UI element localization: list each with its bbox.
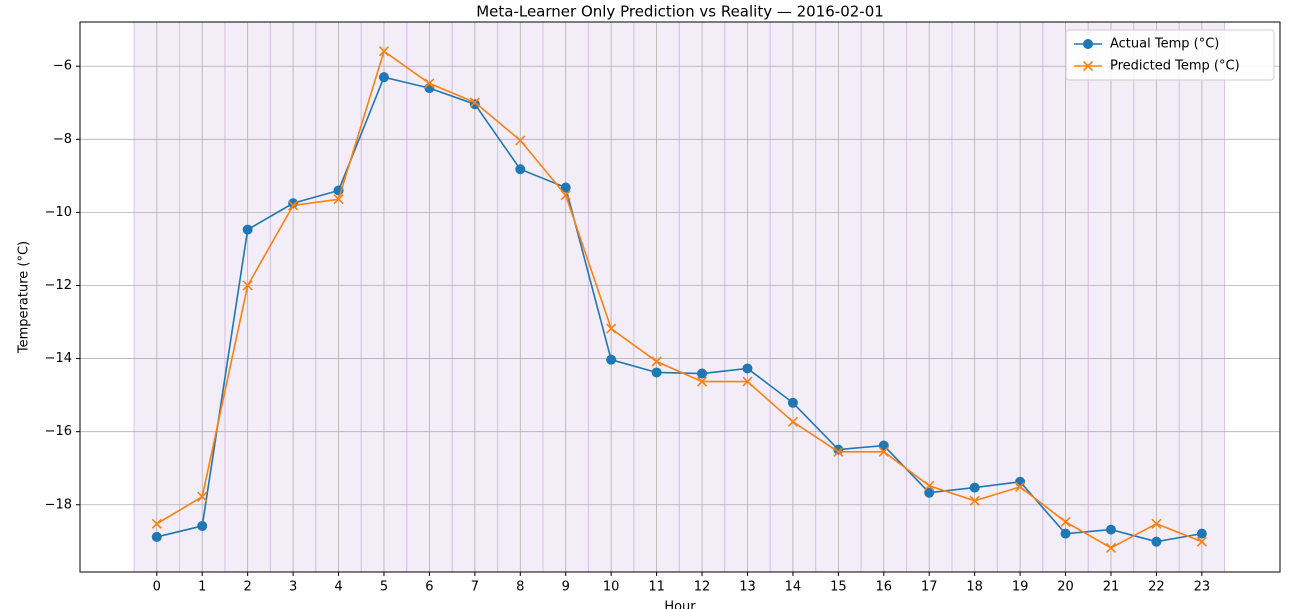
point xyxy=(378,72,389,83)
y-tick-label: −10 xyxy=(45,205,72,220)
point xyxy=(1105,542,1117,553)
point xyxy=(1105,524,1116,535)
point xyxy=(378,46,390,57)
point xyxy=(787,397,798,408)
point xyxy=(288,200,299,211)
x-tick-label: 11 xyxy=(648,580,665,595)
point xyxy=(515,135,526,146)
x-tick-label: 8 xyxy=(516,580,524,595)
x-tick-label: 7 xyxy=(471,580,479,595)
x-tick-label: 5 xyxy=(380,580,388,595)
x-tick-label: 12 xyxy=(694,580,711,595)
series-line xyxy=(156,49,1203,549)
y-axis-label: Temperature (°C) xyxy=(17,241,32,354)
x-tick-label: 21 xyxy=(1103,580,1120,595)
y-tick-label: −8 xyxy=(53,132,72,147)
x-tick-label: 2 xyxy=(244,580,252,595)
point xyxy=(833,446,844,457)
chart-title: Meta-Learner Only Prediction vs Reality … xyxy=(476,3,884,21)
point xyxy=(787,416,798,427)
point xyxy=(1060,528,1071,539)
x-tick-label: 19 xyxy=(1012,580,1029,595)
point xyxy=(651,356,662,367)
point xyxy=(969,495,980,506)
point xyxy=(560,182,571,193)
point xyxy=(878,446,889,457)
plot-frame xyxy=(79,21,1281,573)
point xyxy=(197,491,208,502)
x-axis-label: Hour xyxy=(664,600,696,609)
x-tick-label: 18 xyxy=(966,580,983,595)
y-tick-label: −6 xyxy=(53,59,72,74)
legend-marker xyxy=(1083,39,1093,49)
x-tick-label: 16 xyxy=(876,580,893,595)
y-tick-label: −14 xyxy=(45,351,72,366)
point xyxy=(651,367,662,378)
point xyxy=(1151,536,1162,547)
point xyxy=(924,480,935,491)
point xyxy=(606,354,617,365)
x-tick-label: 17 xyxy=(921,580,938,595)
point xyxy=(1196,536,1207,547)
point xyxy=(742,363,753,374)
legend: Actual Temp (°C) Predicted Temp (°C) xyxy=(1065,29,1275,81)
x-tick-label: 13 xyxy=(739,580,756,595)
point xyxy=(560,190,571,201)
x-tick-label: 9 xyxy=(562,580,570,595)
legend-label: Predicted Temp (°C) xyxy=(1110,59,1240,74)
legend-marker xyxy=(1082,60,1094,72)
x-tick-label: 15 xyxy=(830,580,847,595)
legend-label: Actual Temp (°C) xyxy=(1110,37,1219,52)
x-tick-label: 10 xyxy=(603,580,620,595)
x-tick-label: 20 xyxy=(1057,580,1074,595)
point xyxy=(924,487,935,498)
x-tick-label: 4 xyxy=(334,580,342,595)
x-tick-label: 1 xyxy=(198,580,206,595)
x-tick-label: 23 xyxy=(1194,580,1211,595)
point xyxy=(742,376,753,387)
point xyxy=(515,164,526,175)
series-line xyxy=(156,76,1202,543)
point xyxy=(151,518,162,529)
point xyxy=(333,194,344,205)
y-tick-label: −18 xyxy=(45,497,72,512)
y-tick-label: −16 xyxy=(45,424,72,439)
x-tick-label: 14 xyxy=(785,580,802,595)
point xyxy=(151,531,162,542)
point xyxy=(1015,476,1026,487)
point xyxy=(878,440,889,451)
x-tick-label: 22 xyxy=(1148,580,1165,595)
point xyxy=(1060,516,1071,527)
point xyxy=(1151,518,1162,529)
x-tick-label: 6 xyxy=(425,580,433,595)
point xyxy=(424,78,435,89)
legend-box xyxy=(1065,29,1275,81)
point xyxy=(1015,481,1026,492)
point xyxy=(969,482,980,493)
point xyxy=(197,520,208,531)
x-tick-label: 0 xyxy=(153,580,161,595)
point xyxy=(697,368,708,379)
x-tick-label: 3 xyxy=(289,580,297,595)
point xyxy=(1196,528,1207,539)
point xyxy=(469,97,480,108)
y-tick-label: −12 xyxy=(45,278,72,293)
point xyxy=(242,280,253,291)
point xyxy=(606,323,617,334)
point xyxy=(242,224,253,235)
point xyxy=(696,376,708,387)
